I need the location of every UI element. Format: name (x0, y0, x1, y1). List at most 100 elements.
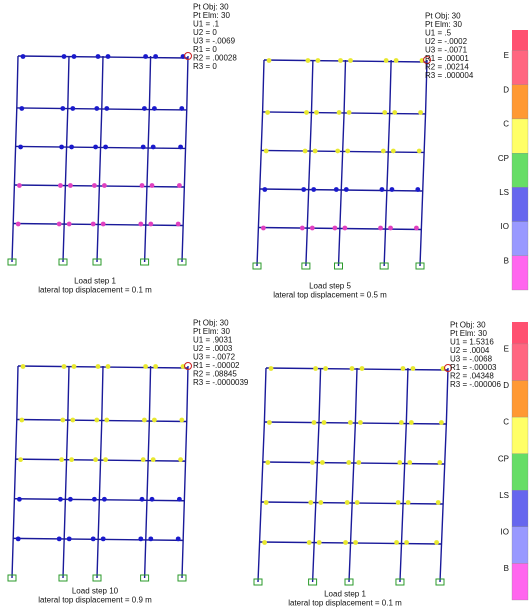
beam (18, 366, 188, 368)
legend-swatch (512, 153, 528, 187)
hinge (140, 497, 145, 502)
hinge (382, 110, 387, 115)
column (97, 56, 103, 262)
beam (13, 223, 183, 225)
hinge (338, 58, 343, 63)
legend-label: E (504, 345, 509, 354)
beam (263, 462, 445, 464)
hinge (102, 183, 107, 188)
column (400, 368, 408, 582)
hinge (17, 183, 22, 188)
hinge (151, 145, 156, 150)
legend-swatch (512, 454, 528, 491)
hinge (265, 460, 270, 465)
hinge (151, 457, 156, 462)
hinge (265, 110, 270, 115)
hinge (58, 497, 63, 502)
legend-label: C (503, 418, 509, 427)
hinge (177, 183, 182, 188)
hinge (345, 500, 350, 505)
caption: Load step 10 (72, 587, 119, 596)
beam (13, 538, 183, 540)
hinge (93, 457, 98, 462)
hinge (356, 460, 361, 465)
column (182, 56, 188, 262)
hinge (411, 366, 416, 371)
info-line: R3 = -.0000039 (193, 378, 249, 387)
legend-swatch (512, 417, 528, 454)
beam (258, 227, 421, 229)
hinge (269, 366, 274, 371)
hinge (91, 536, 96, 541)
legend-label: CP (498, 154, 509, 163)
legend-label: B (504, 564, 509, 573)
hinge (21, 364, 26, 369)
beam (16, 146, 186, 148)
hinge (91, 222, 96, 227)
legend-swatch (512, 85, 528, 119)
beam (263, 112, 426, 114)
hinge (96, 364, 101, 369)
caption: lateral top displacement = 0.1 m (288, 599, 402, 608)
hinge (399, 420, 404, 425)
hinge (69, 145, 74, 150)
hinge (148, 222, 153, 227)
column (97, 366, 103, 578)
hinge (143, 364, 148, 369)
beam (264, 60, 427, 62)
hinge (72, 364, 77, 369)
beam (17, 108, 187, 110)
hinge (343, 540, 348, 545)
column (258, 368, 266, 582)
hinge (310, 460, 315, 465)
hinge (347, 110, 352, 115)
hinge (101, 222, 106, 227)
legend-label: IO (501, 527, 509, 536)
hinge (418, 110, 423, 115)
column (440, 368, 448, 582)
hinge (348, 420, 353, 425)
hinge (261, 226, 266, 231)
hinge (178, 457, 183, 462)
legend-swatch (512, 256, 528, 290)
hinge (67, 222, 72, 227)
hinge (106, 364, 111, 369)
hinge (102, 497, 107, 502)
hinge (60, 106, 65, 111)
legend-label: E (504, 51, 509, 60)
legend-top (512, 322, 528, 344)
legend-swatch (512, 119, 528, 153)
legend-label: LS (499, 491, 509, 500)
legend-swatch (512, 222, 528, 256)
hinge (267, 58, 272, 63)
hinge (141, 145, 146, 150)
legend-label: LS (499, 188, 509, 197)
hinge (148, 536, 153, 541)
hinge (92, 497, 97, 502)
column (63, 366, 69, 578)
hinge (335, 149, 340, 154)
hinge (397, 460, 402, 465)
hinge (103, 457, 108, 462)
hinge (67, 536, 72, 541)
hinge (384, 58, 389, 63)
hinge (310, 226, 315, 231)
hinge (68, 497, 73, 502)
hinge (394, 58, 399, 63)
hinge (152, 106, 157, 111)
legend-label: C (503, 120, 509, 129)
legend-top (512, 30, 528, 51)
hinge (333, 226, 338, 231)
hinge (104, 418, 109, 423)
beam (16, 459, 186, 461)
info-line: R3 = .000004 (425, 71, 474, 80)
legend-swatch (512, 51, 528, 85)
hinge (313, 149, 318, 154)
hinge (301, 187, 306, 192)
hinge (417, 149, 422, 154)
beam (14, 499, 184, 501)
hinge (142, 418, 147, 423)
legend-swatch (512, 381, 528, 418)
hinge (343, 226, 348, 231)
